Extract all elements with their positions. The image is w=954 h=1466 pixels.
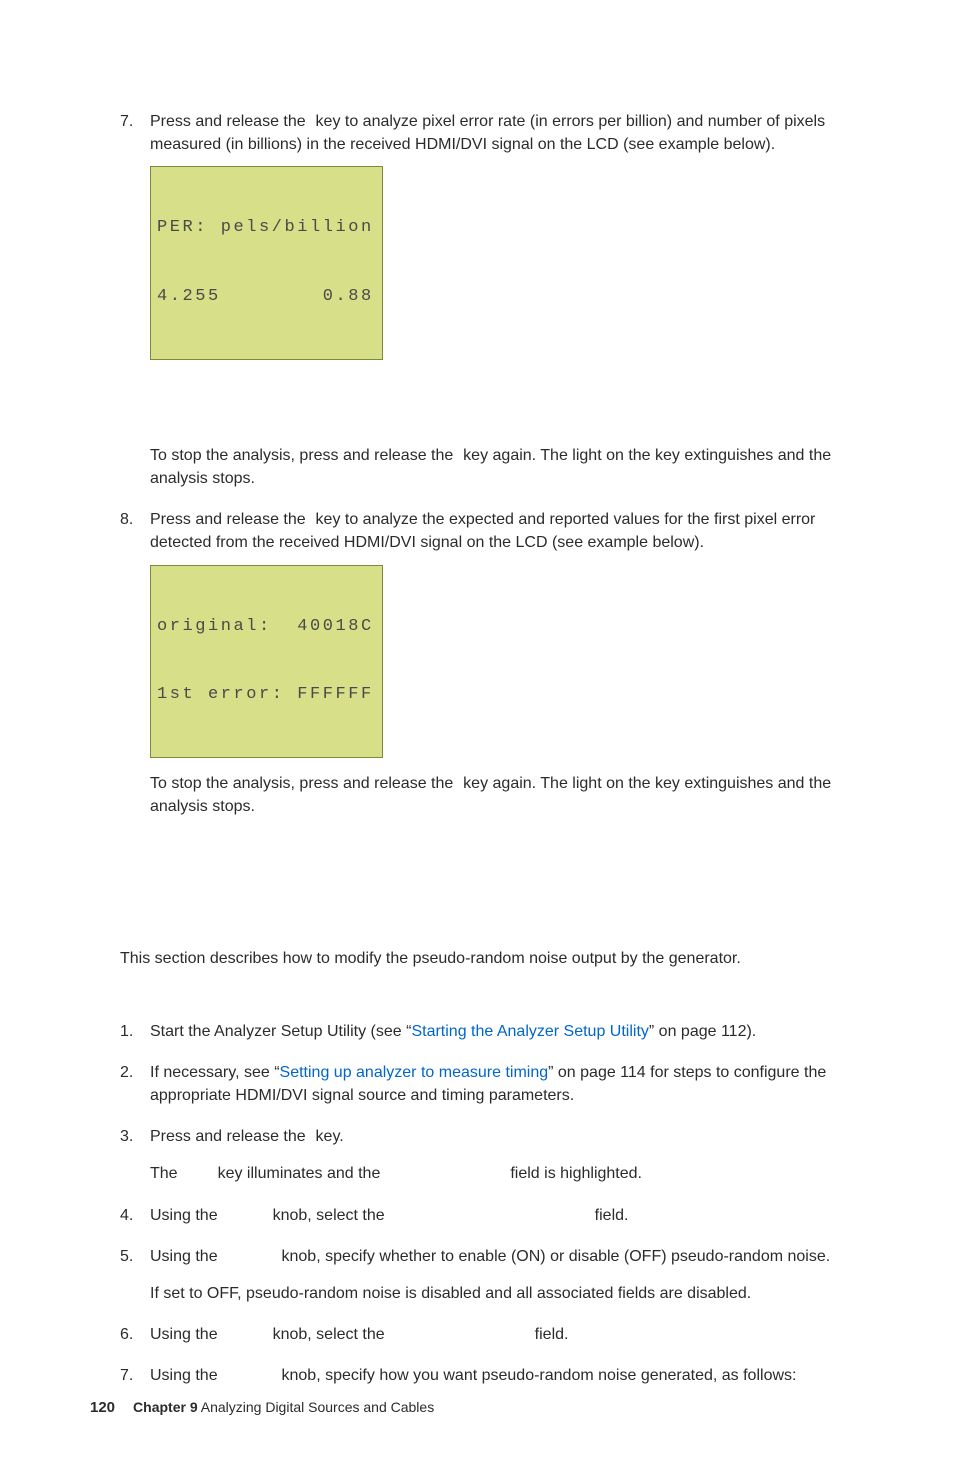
procedure-list-bottom: 1. Start the Analyzer Setup Utility (see… <box>120 1020 864 1388</box>
text-frag: ” on page 112). <box>649 1023 756 1040</box>
step-text: Press and release the key to analyze pix… <box>150 113 825 153</box>
text-frag: knob, select the <box>273 1204 385 1227</box>
text-frag: The <box>150 1162 178 1185</box>
lcd-row: PER: pels/billion <box>157 217 374 240</box>
step-1: 1. Start the Analyzer Setup Utility (see… <box>120 1020 864 1043</box>
text-frag: field. <box>595 1204 629 1227</box>
field-placeholder <box>385 1323 535 1346</box>
step-subline: The key illuminates and the field is hig… <box>150 1162 864 1185</box>
lcd-display: PER: pels/billion 4.255 0.88 <box>150 166 383 360</box>
step-number: 5. <box>120 1245 133 1268</box>
chapter-title: Analyzing Digital Sources and Cables <box>201 1399 434 1415</box>
cross-reference-link[interactable]: Starting the Analyzer Setup Utility <box>411 1023 648 1040</box>
spacer <box>90 990 864 1020</box>
step-number: 3. <box>120 1125 133 1148</box>
step-number: 2. <box>120 1061 133 1084</box>
text-frag: knob, specify whether to enable (ON) or … <box>277 1248 830 1265</box>
footer-chapter: Chapter 9 Analyzing Digital Sources and … <box>133 1399 434 1415</box>
step-text: Using the knob, specify how you want pse… <box>150 1367 796 1384</box>
text-frag: knob, select the <box>273 1323 385 1346</box>
section-intro: This section describes how to modify the… <box>120 947 864 970</box>
step-number: 1. <box>120 1020 133 1043</box>
page-footer: 120 Chapter 9 Analyzing Digital Sources … <box>90 1399 434 1416</box>
step-text: Press and release the key to analyze the… <box>150 511 815 551</box>
step-7b: 7. Using the knob, specify how you want … <box>120 1364 864 1387</box>
text-frag: key illuminates and the <box>218 1162 381 1185</box>
text-frag: field is highlighted. <box>510 1162 642 1185</box>
text-frag: If necessary, see “ <box>150 1064 280 1081</box>
step-text: Press and release the key. <box>150 1128 344 1145</box>
lcd-row: 4.255 0.88 <box>157 286 374 309</box>
step-3: 3. Press and release the key. The key il… <box>120 1125 864 1185</box>
cross-reference-link[interactable]: Setting up analyzer to measure timing <box>280 1064 549 1081</box>
text-frag: field. <box>535 1323 569 1346</box>
text-frag: Press and release the <box>150 511 310 528</box>
lcd-row: 1st error: FFFFFF <box>157 684 374 707</box>
lcd-row: original: 40018C <box>157 616 374 639</box>
spacer <box>150 360 864 430</box>
step-text: Start the Analyzer Setup Utility (see “S… <box>150 1023 756 1040</box>
lcd-display: original: 40018C 1st error: FFFFFF <box>150 565 383 759</box>
step-7: 7. Press and release the key to analyze … <box>120 110 864 490</box>
step-number: 6. <box>120 1323 133 1346</box>
step-note: If set to OFF, pseudo-random noise is di… <box>150 1282 864 1305</box>
step-number: 8. <box>120 508 133 531</box>
text-frag: Using the <box>150 1204 218 1227</box>
step-number: 7. <box>120 1364 133 1387</box>
step-note: To stop the analysis, press and release … <box>150 772 864 818</box>
lcd-value-right: 0.88 <box>323 286 374 309</box>
step-4: 4. Using the knob, select the field. <box>120 1204 864 1227</box>
text-frag: Using the <box>150 1248 222 1265</box>
field-placeholder <box>380 1162 510 1185</box>
step-text: Using the knob, select the field. <box>150 1204 628 1227</box>
page-number: 120 <box>90 1399 115 1416</box>
knob-placeholder <box>218 1204 273 1227</box>
text-frag: knob, specify how you want pseudo-random… <box>277 1367 796 1384</box>
procedure-list-top: 7. Press and release the key to analyze … <box>120 110 864 819</box>
document-page: 7. Press and release the key to analyze … <box>0 0 954 1466</box>
text-frag: Start the Analyzer Setup Utility (see “ <box>150 1023 411 1040</box>
step-text: Using the knob, select the field. <box>150 1323 568 1346</box>
step-5: 5. Using the knob, specify whether to en… <box>120 1245 864 1305</box>
text-frag: Press and release the <box>150 1128 310 1145</box>
text-frag: key. <box>311 1128 344 1145</box>
step-text: If necessary, see “Setting up analyzer t… <box>150 1064 826 1104</box>
step-text: Using the knob, specify whether to enabl… <box>150 1248 830 1265</box>
step-8: 8. Press and release the key to analyze … <box>120 508 864 818</box>
chapter-label: Chapter 9 <box>133 1399 198 1415</box>
key-placeholder <box>178 1162 218 1185</box>
step-2: 2. If necessary, see “Setting up analyze… <box>120 1061 864 1107</box>
step-6: 6. Using the knob, select the field. <box>120 1323 864 1346</box>
text-frag: To stop the analysis, press and release … <box>150 775 458 792</box>
text-frag: Using the <box>150 1367 222 1384</box>
step-number: 7. <box>120 110 133 133</box>
text-frag: Press and release the <box>150 113 310 130</box>
spacer <box>90 837 864 907</box>
text-frag: Using the <box>150 1323 218 1346</box>
field-placeholder <box>385 1204 595 1227</box>
lcd-value-left: 4.255 <box>157 286 221 309</box>
step-note: To stop the analysis, press and release … <box>150 444 864 490</box>
text-frag: To stop the analysis, press and release … <box>150 447 458 464</box>
step-number: 4. <box>120 1204 133 1227</box>
knob-placeholder <box>218 1323 273 1346</box>
